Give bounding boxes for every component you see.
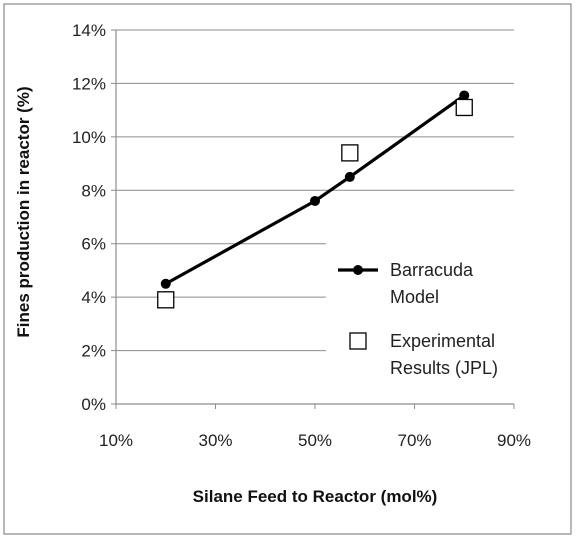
series-0-point-1: [310, 195, 320, 206]
x-tick-label-2: 50%: [298, 431, 332, 450]
series-1-point-1: [341, 144, 359, 162]
x-tick-label-1: 30%: [198, 431, 232, 450]
y-tick-label-3: 6%: [81, 235, 106, 254]
legend-label-0-0: Barracuda: [390, 260, 474, 280]
series-1-point-2: [455, 98, 473, 117]
y-tick-label-0: 0%: [81, 395, 106, 414]
y-tick-label-5: 10%: [72, 128, 106, 147]
legend-marker-0: [353, 265, 363, 275]
series-0-point-0: [160, 278, 171, 289]
y-tick-label-2: 4%: [81, 288, 106, 307]
gridlines: [116, 29, 514, 352]
y-tick-label-1: 2%: [81, 342, 106, 361]
axes: [111, 29, 515, 409]
series-line-0: [164, 94, 466, 286]
y-tick-label-7: 14%: [72, 21, 106, 40]
y-tick-label-4: 8%: [81, 181, 106, 200]
x-axis-title: Silane Feed to Reactor (mol%): [193, 487, 438, 506]
legend-label-1-0: Experimental: [390, 331, 495, 351]
plot-series: [157, 90, 473, 309]
y-tick-label-6: 12%: [72, 74, 106, 93]
legend-label-1-1: Results (JPL): [390, 358, 498, 378]
series-0-point-3: [459, 90, 470, 101]
x-tick-label-4: 90%: [497, 431, 531, 450]
legend-label-0-1: Model: [390, 287, 439, 307]
y-axis-title: Fines production in reactor (%): [14, 86, 33, 337]
legend: Barracuda Model Experimental Results (JPL): [338, 260, 498, 378]
x-tick-label-0: 10%: [99, 431, 133, 450]
tick-labels: 0% 2% 4% 6% 8% 10% 12% 14% 10% 30% 50% 70% 90%: [72, 21, 531, 450]
series-0-point-2: [344, 171, 355, 182]
legend-marker-1: [349, 332, 367, 350]
series-1-point-0: [157, 291, 175, 309]
x-tick-label-3: 70%: [397, 431, 431, 450]
chart-border: [3, 3, 572, 535]
